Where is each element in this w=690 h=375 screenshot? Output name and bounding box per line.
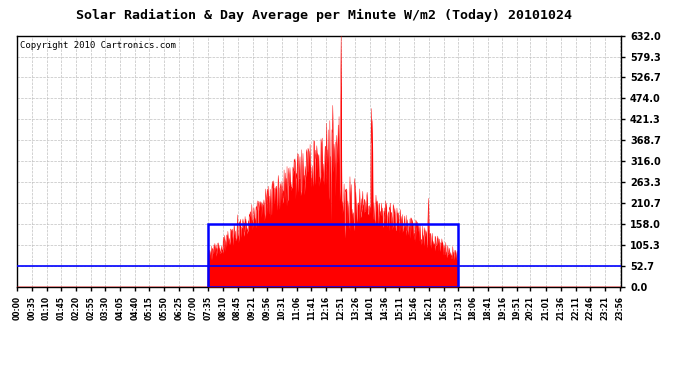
Bar	[208, 224, 458, 287]
Text: Copyright 2010 Cartronics.com: Copyright 2010 Cartronics.com	[20, 40, 176, 50]
Text: Solar Radiation & Day Average per Minute W/m2 (Today) 20101024: Solar Radiation & Day Average per Minute…	[77, 9, 572, 22]
